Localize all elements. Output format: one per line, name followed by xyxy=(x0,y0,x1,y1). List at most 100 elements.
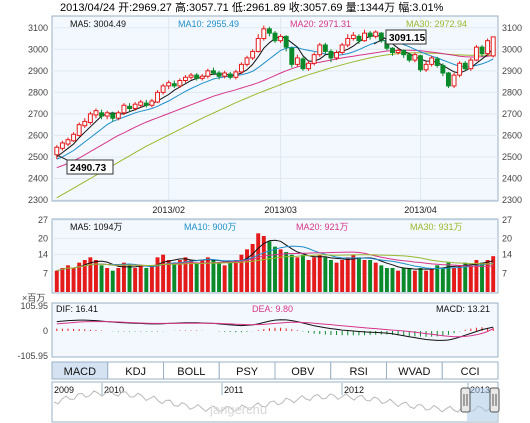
tab-background xyxy=(441,361,499,380)
candle xyxy=(423,61,429,72)
price-axis: 3100 3100 3000 3000 2900 2900 2800 2800 2700 2700… xyxy=(28,23,522,205)
candle-body xyxy=(334,52,340,59)
candle xyxy=(76,122,82,137)
candle xyxy=(328,49,334,63)
volume-bar xyxy=(418,268,423,292)
candle-body xyxy=(76,124,82,136)
volume-bar xyxy=(452,268,456,292)
volume-bar xyxy=(340,260,345,292)
volume-bar xyxy=(261,236,266,292)
volume-bar xyxy=(205,257,210,292)
candle xyxy=(255,34,261,53)
volume-bar xyxy=(267,241,272,292)
volume-bar xyxy=(88,257,93,292)
date-axis: 2013/02 2013/03 2013/04 xyxy=(152,205,436,215)
overview-handle-left[interactable] xyxy=(460,387,471,413)
tab-label: WVAD xyxy=(398,366,430,378)
volume-bar xyxy=(289,254,294,292)
candle-body xyxy=(138,101,144,106)
candle xyxy=(194,72,200,81)
candle xyxy=(177,78,183,89)
volume-bar xyxy=(468,265,473,292)
candle xyxy=(227,71,233,80)
candle-body xyxy=(54,146,60,156)
tab-label: MACD xyxy=(64,366,96,378)
candle-body xyxy=(440,64,446,74)
candle-body xyxy=(160,85,166,93)
volume-bar xyxy=(424,270,429,292)
price-tick-left: 2800 xyxy=(28,87,48,97)
volume-bar xyxy=(177,260,182,292)
volume-bar xyxy=(440,268,445,292)
candle-body xyxy=(183,76,188,82)
macd-tick-left: -105.95 xyxy=(17,351,48,361)
overview-handle-right[interactable] xyxy=(489,387,500,413)
candle-body xyxy=(485,40,491,55)
candle-body xyxy=(306,62,312,70)
overview-year-label: 2011 xyxy=(224,385,243,395)
price-ma20-line xyxy=(56,49,494,169)
candle xyxy=(434,56,440,68)
volume-tick-left: 27 xyxy=(38,215,48,225)
volume-bar xyxy=(189,260,194,292)
candle-body xyxy=(423,63,429,71)
candle-body xyxy=(266,28,272,34)
tab-kdj[interactable]: KDJ xyxy=(107,361,164,380)
high-callout-text: 3091.15 xyxy=(389,33,426,44)
price-legend: MA5: 3004.49 MA10: 2955.49 MA20: 2971.31 MA… xyxy=(70,19,467,29)
candle-body xyxy=(222,72,228,77)
tab-wvad[interactable]: WVAD xyxy=(386,361,443,380)
price-tick-left: 2400 xyxy=(28,173,48,183)
candle xyxy=(468,57,474,71)
macd-tick-left: 0 xyxy=(43,326,48,336)
candle xyxy=(378,32,384,43)
volume-bar xyxy=(306,260,311,292)
candle xyxy=(261,25,267,41)
candle-body xyxy=(457,62,463,76)
candle-body xyxy=(367,32,373,37)
candle xyxy=(401,49,407,58)
candle xyxy=(210,67,216,76)
candle xyxy=(266,26,272,37)
candle xyxy=(99,109,105,120)
tab-rsi[interactable]: RSI xyxy=(330,361,387,380)
candle-body xyxy=(462,62,468,70)
volume-bar xyxy=(435,265,440,292)
tab-macd[interactable]: MACD xyxy=(51,361,109,380)
macd-unit: ×百万 xyxy=(22,293,45,303)
tab-cci[interactable]: CCI xyxy=(441,361,499,380)
volume-tick-right: 7 xyxy=(502,268,507,278)
volume-bar xyxy=(446,262,451,292)
candle xyxy=(362,29,367,42)
volume-bar xyxy=(127,265,132,292)
candle xyxy=(418,54,423,72)
volume-bar xyxy=(233,260,238,292)
volume-bar xyxy=(94,260,98,292)
macd-tick-left: 105.95 xyxy=(20,301,48,311)
volume-bar xyxy=(356,257,361,292)
tab-psy[interactable]: PSY xyxy=(218,361,276,380)
volume-bar xyxy=(301,254,305,292)
candle xyxy=(238,62,244,75)
volume-bar xyxy=(429,268,434,292)
candle xyxy=(339,42,345,55)
volume-tick-left: 14 xyxy=(38,250,48,260)
candle-body xyxy=(311,54,317,64)
candle-body xyxy=(261,28,267,40)
overview-watermark: jangerchu xyxy=(209,402,267,417)
volume-bar xyxy=(66,265,70,292)
candle xyxy=(222,70,228,79)
tab-boll[interactable]: BOLL xyxy=(163,361,220,380)
candle-body xyxy=(121,104,127,114)
tab-label: RSI xyxy=(349,366,367,378)
candle xyxy=(244,55,250,67)
volume-bar xyxy=(245,249,249,292)
volume-bar xyxy=(407,268,412,292)
candle-body xyxy=(406,54,412,61)
candle-body xyxy=(451,74,457,87)
volume-bar xyxy=(155,257,160,292)
candle-body xyxy=(149,100,155,106)
volume-bar xyxy=(278,249,283,292)
volume-bar xyxy=(239,254,244,292)
tab-obv[interactable]: OBV xyxy=(274,361,332,380)
